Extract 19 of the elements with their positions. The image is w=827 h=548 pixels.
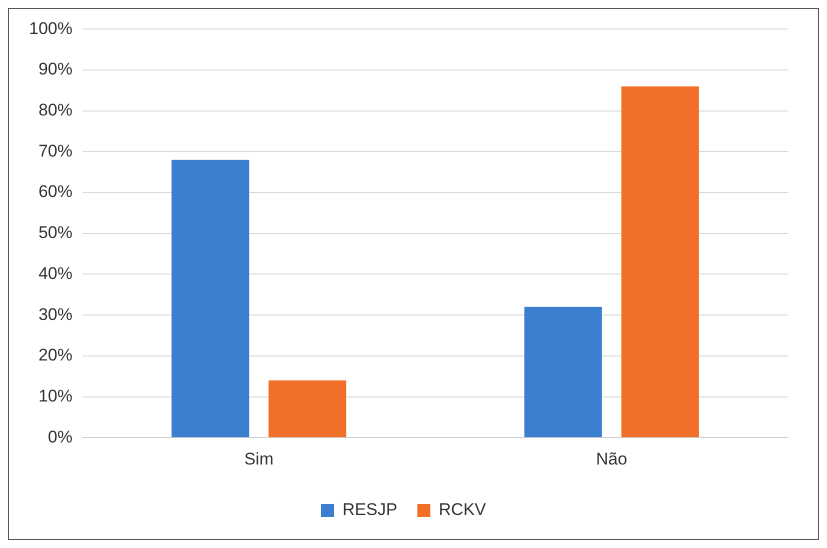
bar bbox=[268, 380, 346, 438]
y-tick-label: 100% bbox=[28, 18, 72, 38]
bar bbox=[172, 160, 250, 438]
legend-label: RESJP bbox=[342, 500, 398, 520]
x-tick-label: Não bbox=[596, 449, 628, 468]
y-tick-label: 70% bbox=[38, 141, 72, 160]
legend-label: RCKV bbox=[438, 500, 487, 520]
y-tick-label: 80% bbox=[38, 100, 72, 120]
bar bbox=[621, 86, 699, 438]
y-tick-label: 0% bbox=[48, 427, 72, 446]
x-tick-label: Sim bbox=[244, 449, 274, 468]
y-tick-label: 50% bbox=[38, 223, 72, 242]
y-tick-label: 10% bbox=[38, 386, 72, 406]
y-tick-label: 90% bbox=[38, 60, 72, 79]
bar bbox=[524, 306, 602, 438]
y-tick-label: 30% bbox=[38, 304, 72, 324]
y-tick-label: 60% bbox=[38, 182, 72, 202]
y-tick-label: 40% bbox=[38, 264, 72, 283]
y-tick-label: 20% bbox=[38, 346, 72, 365]
